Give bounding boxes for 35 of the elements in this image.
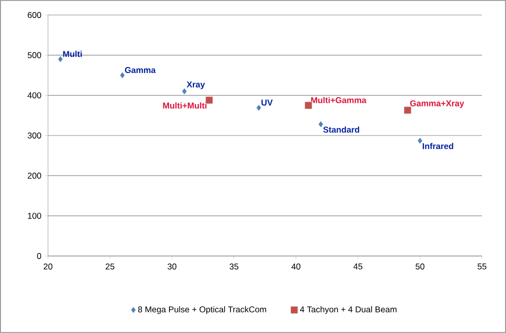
y-tick-label: 200	[28, 172, 42, 179]
point	[417, 137, 423, 144]
point	[404, 106, 412, 114]
x-tick-label: 45	[353, 264, 362, 270]
annotation: UV	[262, 100, 273, 106]
x-tick-label: 55	[478, 264, 486, 270]
annotation: Infrared	[422, 142, 454, 150]
x-tick-label: 50	[416, 264, 424, 270]
y-tick-label: 100	[28, 212, 42, 219]
legend-label: 4 Tachyon + 4 Dual Beam	[300, 306, 396, 314]
x-tick-label: 30	[168, 264, 176, 270]
y-tick-label: 400	[28, 92, 42, 98]
point	[120, 72, 125, 79]
point	[58, 56, 63, 63]
y-tick-label: 600	[28, 12, 42, 18]
x-tick-label: 25	[106, 264, 114, 270]
point	[304, 102, 312, 110]
x-tick-label: 35	[230, 264, 238, 270]
point	[182, 88, 187, 95]
annotation: Multi+Gamma	[311, 96, 366, 104]
x-tick-label: 40	[291, 264, 300, 270]
point	[256, 104, 262, 112]
y-tick-label: 500	[28, 52, 42, 58]
annotation: Gamma	[124, 67, 156, 74]
point	[318, 120, 324, 128]
annotation: Gamma+Xray	[410, 100, 464, 108]
legend-label: 8 Mega Pulse + Optical TrackCom	[138, 306, 266, 314]
annotation: Multi+Multi	[163, 102, 206, 109]
annotation: Standard	[323, 126, 360, 133]
x-tick-label: 20	[44, 264, 52, 270]
point	[205, 96, 213, 104]
annotation: Xray	[186, 82, 205, 90]
annotation: Multi	[63, 50, 82, 57]
y-tick-label: 300	[28, 132, 42, 138]
y-tick-label: 0	[37, 253, 42, 259]
